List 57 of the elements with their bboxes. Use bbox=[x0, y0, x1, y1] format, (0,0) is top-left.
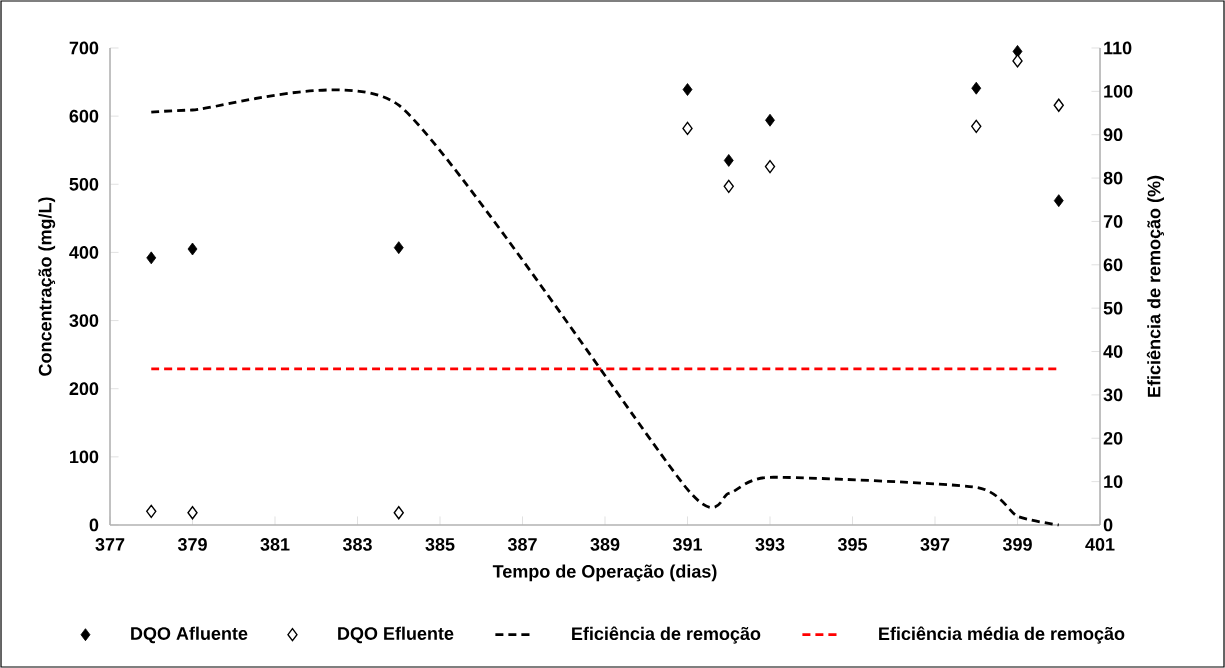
point bbox=[971, 81, 982, 95]
x-tick-label: 389 bbox=[590, 538, 620, 551]
x-tick-label: 399 bbox=[1002, 538, 1032, 551]
y2-tick-label: 50 bbox=[1103, 301, 1123, 315]
x-tick-label: 379 bbox=[177, 538, 207, 551]
point bbox=[723, 154, 734, 167]
x-tick-label: 377 bbox=[95, 538, 125, 551]
y-tick-label: 300 bbox=[69, 314, 99, 327]
y2-tick-label: 110 bbox=[1104, 41, 1132, 55]
point bbox=[1053, 194, 1064, 208]
y-tick-label: 0 bbox=[89, 518, 99, 532]
x-tick-label: 401 bbox=[1085, 538, 1115, 551]
x-axis-title: Tempo de Operação (dias) bbox=[492, 564, 717, 582]
point bbox=[723, 179, 734, 194]
y2-tick-label: 100 bbox=[1104, 84, 1133, 98]
y2-tick-label: 60 bbox=[1103, 258, 1123, 272]
x-tick-label: 383 bbox=[342, 538, 372, 551]
y2-tick-label: 90 bbox=[1103, 128, 1123, 142]
point bbox=[393, 506, 404, 520]
legend-label: DQO Afluente bbox=[131, 626, 248, 644]
point bbox=[682, 121, 693, 136]
y2-tick-label: 40 bbox=[1103, 345, 1123, 358]
y-tick-label: 700 bbox=[69, 41, 99, 55]
y-tick-label: 200 bbox=[69, 382, 99, 396]
x-tick-label: 385 bbox=[425, 538, 455, 551]
point bbox=[1053, 98, 1064, 112]
y2-axis-title: Eficiência de remoção (%) bbox=[1146, 175, 1165, 397]
y-tick-label: 400 bbox=[69, 246, 99, 259]
x-tick-label: 391 bbox=[672, 538, 703, 551]
y2-tick-label: 10 bbox=[1104, 475, 1123, 489]
x-tick-label: 395 bbox=[837, 538, 868, 551]
point bbox=[146, 504, 157, 519]
y-tick-label: 600 bbox=[69, 109, 99, 123]
y2-tick-label: 70 bbox=[1103, 215, 1123, 228]
point bbox=[765, 113, 775, 127]
legend-label: DQO Efluente bbox=[338, 626, 454, 644]
y-axis-title: Concentração (mg/L) bbox=[38, 197, 56, 376]
point bbox=[146, 251, 157, 265]
point bbox=[393, 241, 404, 255]
y2-tick-label: 30 bbox=[1103, 388, 1123, 402]
x-tick-label: 393 bbox=[755, 538, 785, 551]
legend-label: Eficiência média de remoção bbox=[879, 626, 1125, 644]
point bbox=[187, 506, 198, 520]
point bbox=[187, 242, 198, 256]
x-tick-label: 387 bbox=[507, 538, 537, 551]
y2-tick-label: 0 bbox=[1103, 518, 1113, 532]
x-tick-label: 397 bbox=[920, 538, 950, 551]
y-tick-label: 500 bbox=[69, 177, 99, 191]
y2-tick-label: 20 bbox=[1103, 431, 1123, 445]
point bbox=[1012, 54, 1023, 68]
point bbox=[971, 119, 982, 134]
legend-label: Eficiência de remoção bbox=[572, 626, 761, 644]
point bbox=[764, 159, 776, 174]
point bbox=[682, 83, 693, 96]
x-tick-label: 381 bbox=[260, 538, 290, 551]
y2-tick-label: 80 bbox=[1103, 171, 1123, 185]
y-tick-label: 100 bbox=[70, 450, 99, 464]
